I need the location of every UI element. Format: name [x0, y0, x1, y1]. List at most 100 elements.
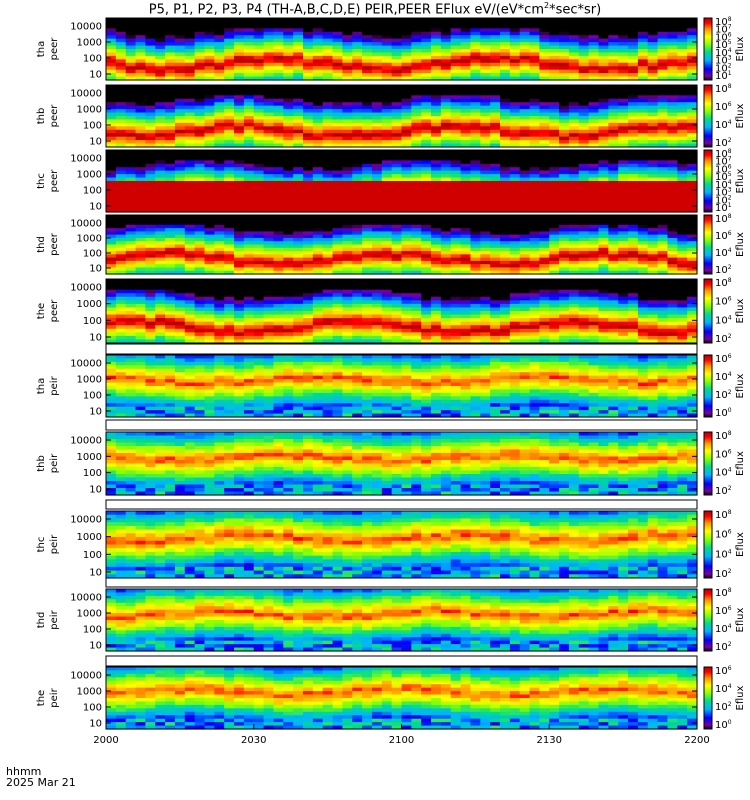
y-tick-label: 10000 [70, 219, 102, 230]
y-tick-label: 1000 [77, 299, 102, 310]
colorbar-tick-label: 104 [715, 314, 732, 326]
colorbar-tick-label: 107 [715, 24, 732, 36]
colorbar [703, 278, 713, 344]
colorbar-tick-label: 105 [715, 171, 732, 183]
colorbar-label: Eflux [735, 232, 746, 257]
probe-label: the [36, 303, 47, 319]
time-format-label: hhmm [6, 765, 42, 778]
probe-label: tha [36, 378, 47, 394]
y-tick-label: 10000 [70, 89, 102, 100]
y-tick-label: 10 [89, 264, 102, 275]
colorbar-tick-label: 108 [715, 213, 732, 225]
data-gap-bar [105, 343, 698, 355]
colorbar-tick-label: 108 [715, 509, 732, 521]
colorbar-tick-label: 108 [715, 587, 732, 599]
colorbar-tick-label: 108 [715, 16, 732, 28]
colorbar [703, 510, 713, 579]
y-tick-label: 10000 [70, 22, 102, 33]
colorbar [703, 354, 713, 418]
colorbar-tick-label: 102 [715, 701, 732, 713]
instrument-label: peir [49, 453, 60, 473]
y-tick-label: 100 [83, 316, 102, 327]
y-tick-label: 100 [83, 391, 102, 402]
y-tick-label: 1000 [77, 452, 102, 463]
x-tick-label: 2200 [684, 735, 709, 746]
y-tick-label: 1000 [77, 105, 102, 116]
y-tick-label: 10 [89, 407, 102, 418]
colorbar-tick-label: 105 [715, 39, 732, 51]
colorbar-tick-label: 103 [715, 187, 732, 199]
colorbar-tick-label: 102 [715, 389, 732, 401]
y-tick-label: 10000 [70, 671, 102, 682]
colorbar-label: Eflux [735, 685, 746, 710]
y-tick-label: 10000 [70, 283, 102, 294]
colorbar-label: Eflux [735, 298, 746, 323]
y-tick-label: 100 [83, 468, 102, 479]
colorbar-tick-label: 106 [715, 529, 732, 541]
y-tick-label: 1000 [77, 38, 102, 49]
y-tick-label: 100 [83, 249, 102, 260]
colorbar-tick-label: 102 [715, 194, 732, 206]
probe-label: thd [36, 236, 47, 253]
colorbar-tick-label: 102 [715, 62, 732, 74]
colorbar-label: Eflux [735, 532, 746, 557]
colorbar-tick-label: 104 [715, 623, 732, 635]
colorbar-tick-label: 106 [715, 31, 732, 43]
colorbar-tick-label: 104 [715, 371, 732, 383]
instrument-label: peir [49, 534, 60, 554]
y-tick-label: 10 [89, 202, 102, 213]
colorbar-tick-label: 106 [715, 163, 732, 175]
colorbar-tick-label: 102 [715, 264, 732, 276]
panel-frame [105, 278, 698, 344]
y-tick-label: 100 [83, 625, 102, 636]
colorbar [703, 17, 713, 81]
probe-label: thb [36, 455, 47, 472]
y-tick-label: 10 [89, 137, 102, 148]
y-tick-label: 100 [83, 54, 102, 65]
panel-frame [105, 354, 698, 418]
x-tick-label: 2030 [241, 735, 266, 746]
y-tick-label: 10000 [70, 154, 102, 165]
colorbar-tick-label: 108 [715, 430, 732, 442]
colorbar-label: Eflux [735, 103, 746, 128]
y-tick-label: 10000 [70, 436, 102, 447]
panel-frame [105, 17, 698, 81]
probe-label: thc [36, 537, 47, 553]
y-tick-label: 10 [89, 485, 102, 496]
probe-label: thb [36, 108, 47, 125]
colorbar-tick-label: 104 [715, 119, 732, 131]
probe-label: thd [36, 612, 47, 629]
colorbar [703, 588, 713, 652]
colorbar-tick-label: 104 [715, 467, 732, 479]
colorbar-label: Eflux [735, 451, 746, 476]
instrument-label: peer [49, 37, 60, 61]
date-label: 2025 Mar 21 [6, 776, 76, 789]
probe-label: the [36, 690, 47, 706]
colorbar-tick-label: 100 [715, 407, 732, 419]
colorbar-label: Eflux [735, 36, 746, 61]
y-tick-label: 10 [89, 70, 102, 81]
colorbar-tick-label: 102 [715, 333, 732, 345]
instrument-label: peer [49, 299, 60, 323]
colorbar-tick-label: 101 [715, 202, 732, 214]
colorbar-label: Eflux [735, 168, 746, 193]
y-tick-label: 100 [83, 550, 102, 561]
colorbar-tick-label: 104 [715, 47, 732, 59]
probe-label: thc [36, 173, 47, 189]
colorbar-label: Eflux [735, 373, 746, 398]
colorbar-tick-label: 108 [715, 277, 732, 289]
data-gap-bar [105, 499, 698, 510]
y-tick-label: 100 [83, 121, 102, 132]
colorbar-tick-label: 101 [715, 70, 732, 82]
x-tick-label: 2100 [389, 735, 414, 746]
colorbar-tick-label: 107 [715, 156, 732, 168]
colorbar-tick-label: 106 [715, 296, 732, 308]
y-tick-label: 1000 [77, 375, 102, 386]
probe-label: tha [36, 41, 47, 57]
y-tick-label: 1000 [77, 234, 102, 245]
